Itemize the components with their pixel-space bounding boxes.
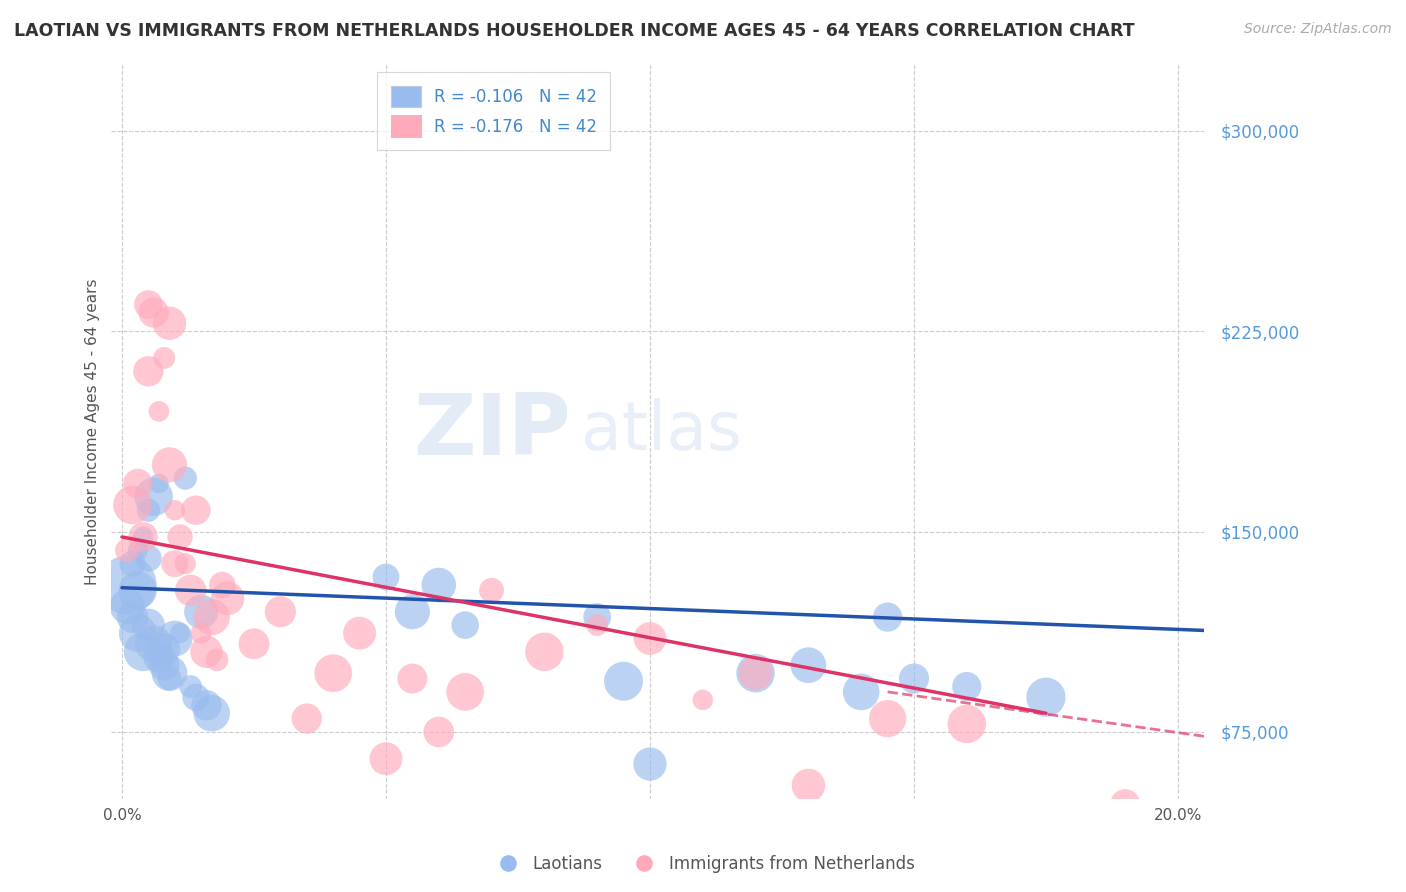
Point [201,706,224,721]
Point [454,685,477,699]
Y-axis label: Householder Income Ages 45 - 64 years: Householder Income Ages 45 - 64 years [86,278,100,584]
Text: atlas: atlas [582,399,742,465]
Legend: Laotians, Immigrants from Netherlands: Laotians, Immigrants from Netherlands [484,848,922,880]
Text: ZIP: ZIP [413,390,571,473]
Point [243,637,266,651]
Point [127,626,149,640]
Point [375,570,398,584]
Point [159,316,181,330]
Point [876,712,898,726]
Point [163,632,186,646]
Point [375,752,398,766]
Point [427,725,450,739]
Point [169,530,191,544]
Point [132,530,155,544]
Point [142,637,165,651]
Point [195,698,218,713]
Point [121,498,143,512]
Text: LAOTIAN VS IMMIGRANTS FROM NETHERLANDS HOUSEHOLDER INCOME AGES 45 - 64 YEARS COR: LAOTIAN VS IMMIGRANTS FROM NETHERLANDS H… [14,22,1135,40]
Point [692,693,714,707]
Point [184,503,207,517]
Legend: R = -0.106   N = 42, R = -0.176   N = 42: R = -0.106 N = 42, R = -0.176 N = 42 [377,72,610,150]
Text: Source: ZipAtlas.com: Source: ZipAtlas.com [1244,22,1392,37]
Point [138,551,160,566]
Point [851,685,873,699]
Point [159,458,181,472]
Point [638,632,661,646]
Point [121,557,143,571]
Point [876,610,898,624]
Point [427,578,450,592]
Point [117,543,139,558]
Point [117,599,139,614]
Point [744,666,766,681]
Point [586,618,609,632]
Point [142,305,165,319]
Point [613,674,636,689]
Point [169,626,191,640]
Point [195,645,218,659]
Point [349,626,371,640]
Point [401,672,423,686]
Point [956,680,979,694]
Point [159,666,181,681]
Point [481,583,503,598]
Point [180,680,202,694]
Point [142,490,165,504]
Point [127,543,149,558]
Point [190,605,212,619]
Point [138,503,160,517]
Point [190,626,212,640]
Point [180,583,202,598]
Point [174,471,197,485]
Point [121,610,143,624]
Point [138,364,160,378]
Point [269,605,291,619]
Point [205,653,228,667]
Point [127,583,149,598]
Point [148,476,170,491]
Point [132,645,155,659]
Point [797,658,820,673]
Point [148,650,170,665]
Point [159,672,181,686]
Point [322,666,344,681]
Point [217,591,239,606]
Point [153,351,176,365]
Point [163,503,186,517]
Point [903,672,925,686]
Point [586,610,609,624]
Point [138,618,160,632]
Point [295,712,318,726]
Point [184,690,207,705]
Point [211,578,233,592]
Point [797,778,820,792]
Point [638,757,661,772]
Point [533,645,555,659]
Point [153,642,176,657]
Point [153,658,176,673]
Point [201,610,224,624]
Point [132,530,155,544]
Point [744,666,766,681]
Point [163,557,186,571]
Point [956,717,979,731]
Point [148,404,170,418]
Point [454,618,477,632]
Point [174,557,197,571]
Point [138,297,160,311]
Point [127,476,149,491]
Point [1035,690,1057,705]
Point [1114,797,1136,811]
Point [117,578,139,592]
Point [401,605,423,619]
